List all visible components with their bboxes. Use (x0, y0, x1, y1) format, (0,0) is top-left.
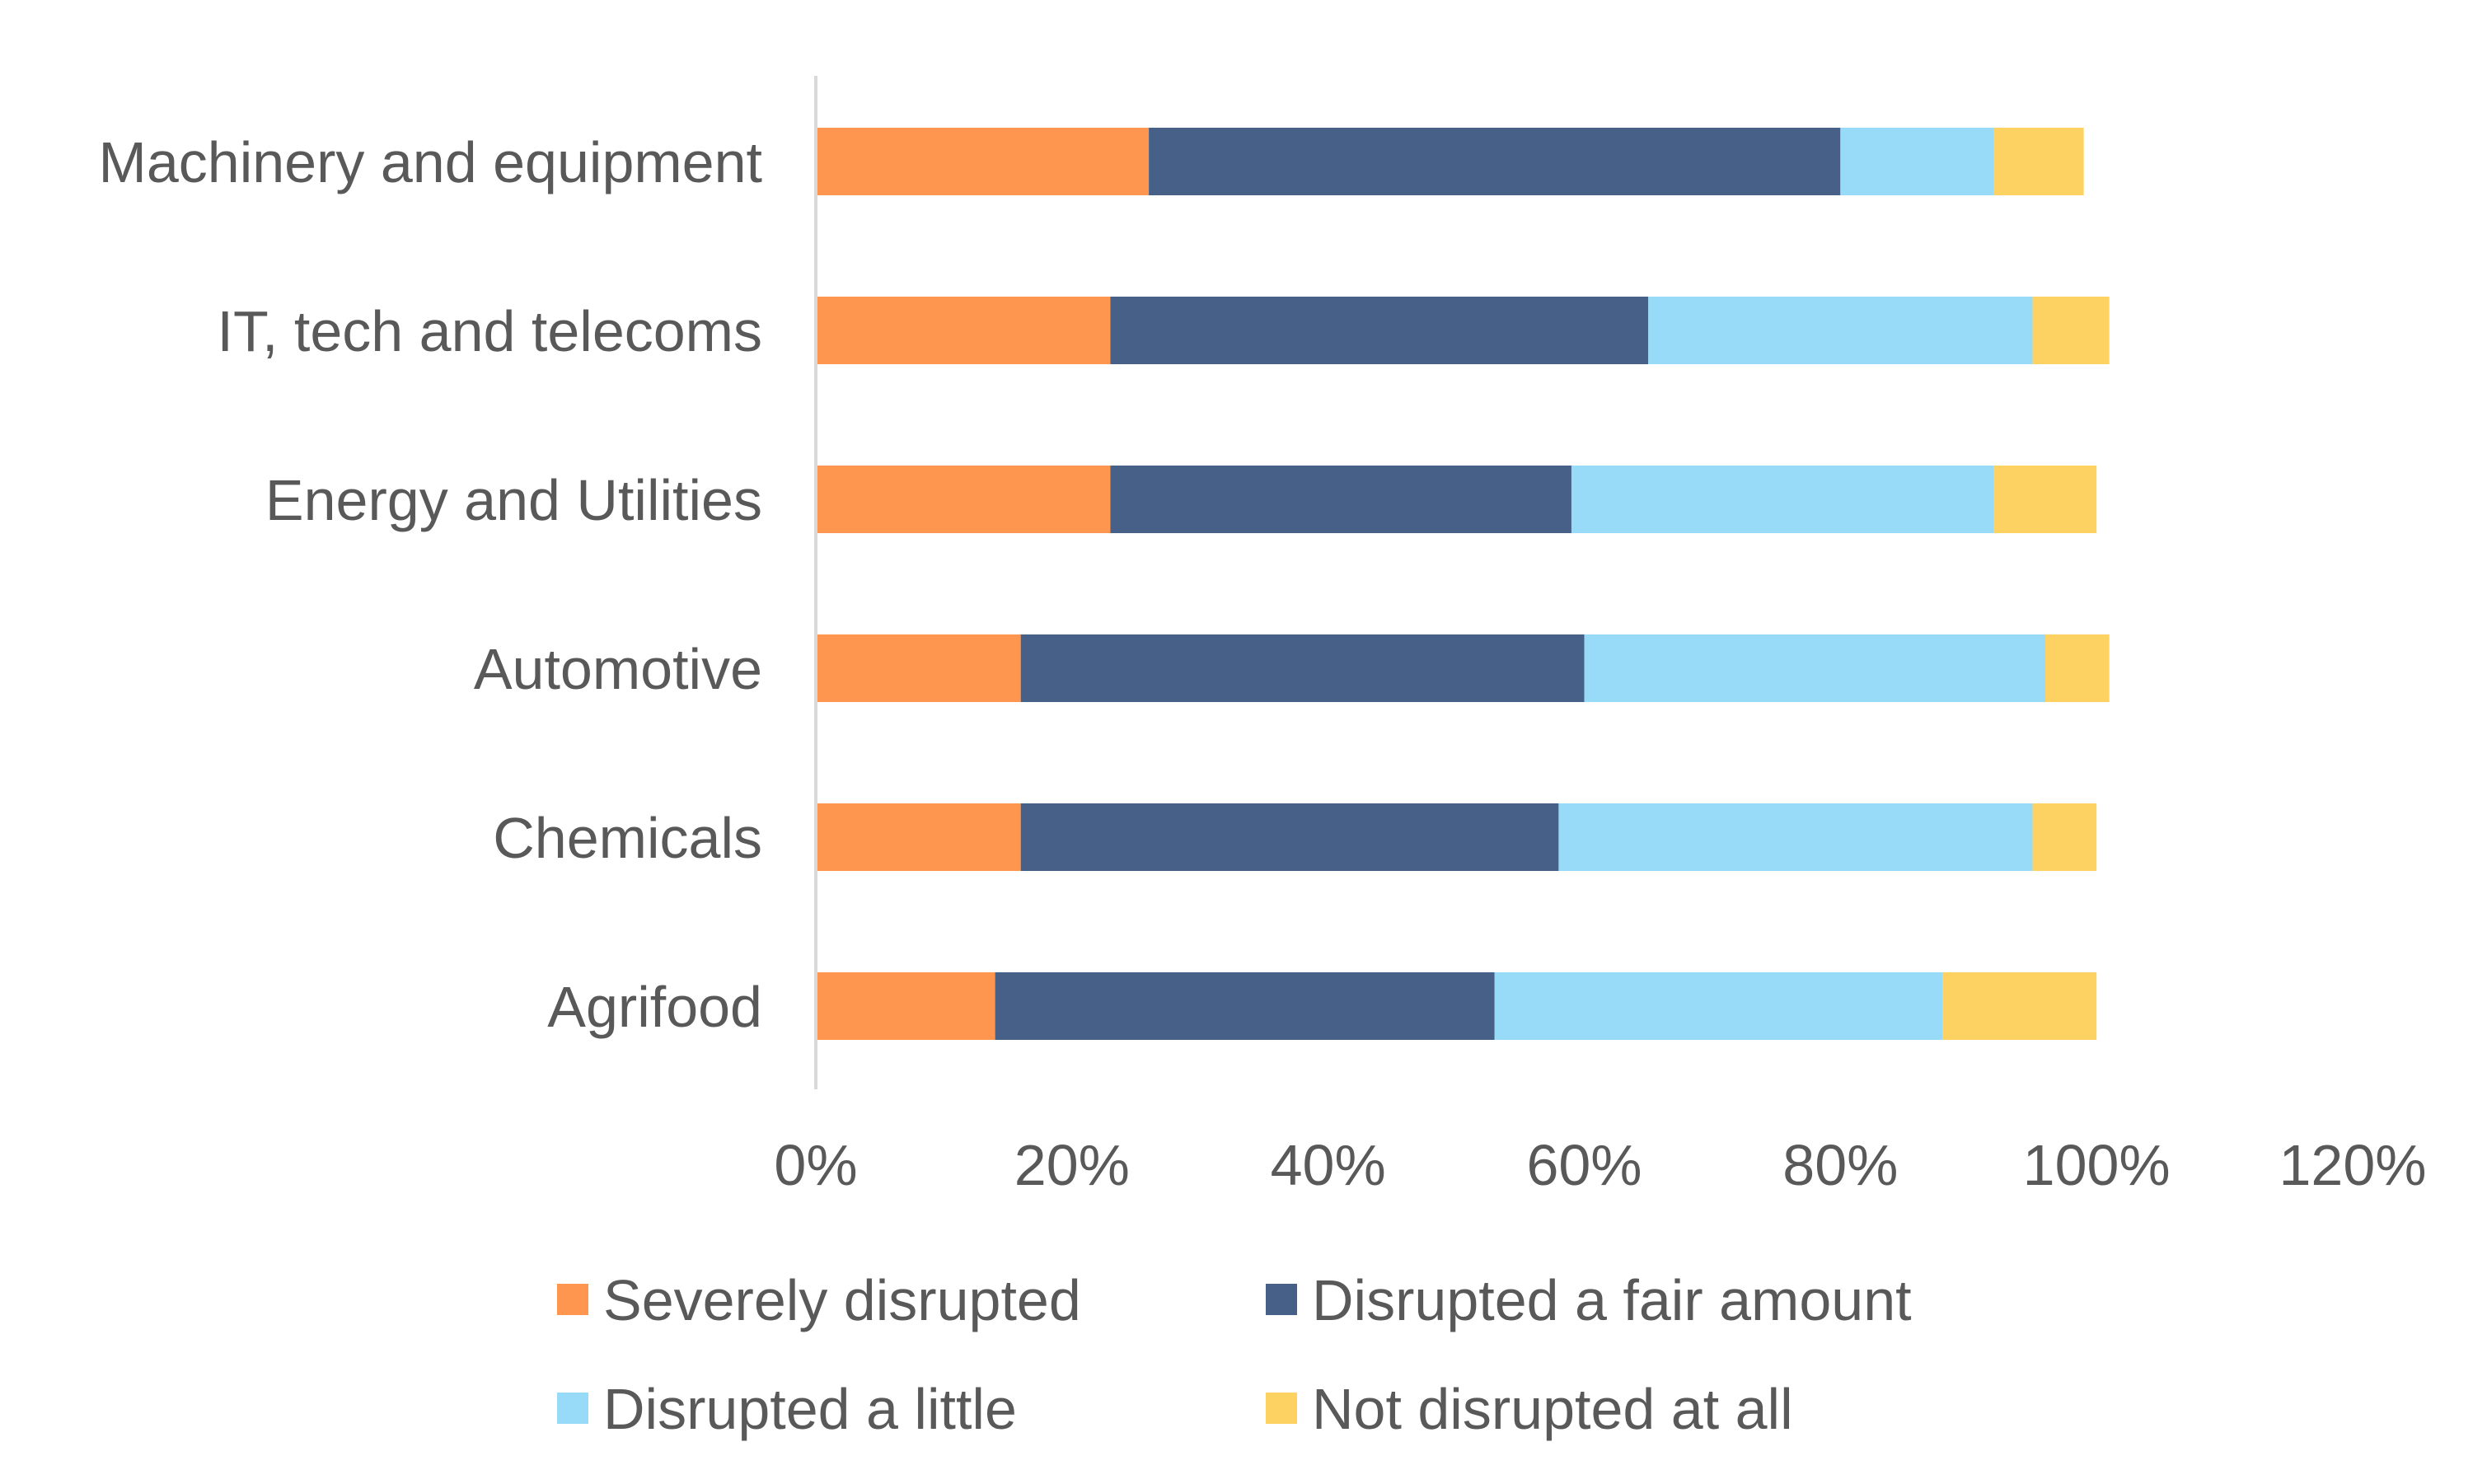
bar-chemicals-not-disrupted-at-all (2032, 803, 2097, 871)
x-tick-label: 60% (1526, 1133, 1642, 1197)
bars-group (816, 128, 2110, 1040)
bar-it-tech-and-telecoms-disrupted-a-little (1648, 297, 2033, 364)
legend-swatch-severely-disrupted (557, 1284, 588, 1315)
x-tick-label: 0% (774, 1133, 857, 1197)
legend-label-disrupted-a-little: Disrupted a little (603, 1377, 1017, 1441)
bar-automotive-disrupted-a-fair-amount (1020, 634, 1585, 702)
legend: Severely disrupted Disrupted a fair amoun… (557, 1268, 1912, 1441)
x-tick-label: 20% (1014, 1133, 1130, 1197)
bar-it-tech-and-telecoms-severely-disrupted (816, 297, 1111, 364)
bar-agrifood-disrupted-a-little (1494, 972, 1943, 1040)
x-tick-label: 40% (1271, 1133, 1386, 1197)
legend-swatch-disrupted-a-fair-amount (1266, 1284, 1297, 1315)
bar-agrifood-disrupted-a-fair-amount (995, 972, 1495, 1040)
category-label-machinery-and-equipment: Machinery and equipment (99, 130, 762, 194)
legend-swatch-disrupted-a-little (557, 1393, 588, 1424)
bar-energy-and-utilities-disrupted-a-little (1571, 466, 1994, 533)
x-tick-label: 100% (2023, 1133, 2171, 1197)
bar-automotive-not-disrupted-at-all (2045, 634, 2110, 702)
category-labels: Machinery and equipment IT, tech and tele… (99, 130, 762, 1039)
bar-automotive-severely-disrupted (816, 634, 1021, 702)
bar-it-tech-and-telecoms-not-disrupted-at-all (2032, 297, 2110, 364)
bar-energy-and-utilities-disrupted-a-fair-amount (1110, 466, 1571, 533)
bar-chemicals-disrupted-a-fair-amount (1020, 803, 1559, 871)
legend-label-disrupted-a-fair-amount: Disrupted a fair amount (1312, 1268, 1912, 1332)
bar-machinery-and-equipment-disrupted-a-fair-amount (1149, 128, 1841, 195)
category-label-agrifood: Agrifood (547, 975, 762, 1039)
bar-machinery-and-equipment-severely-disrupted (816, 128, 1150, 195)
legend-swatch-not-disrupted-at-all (1266, 1393, 1297, 1424)
bar-machinery-and-equipment-not-disrupted-at-all (1993, 128, 2084, 195)
x-axis-tick-labels: 0% 20% 40% 60% 80% 100% 120% (774, 1133, 2426, 1197)
bar-it-tech-and-telecoms-disrupted-a-fair-amount (1110, 297, 1649, 364)
legend-label-severely-disrupted: Severely disrupted (603, 1268, 1081, 1332)
bar-chemicals-disrupted-a-little (1558, 803, 2033, 871)
category-label-it-tech-and-telecoms: IT, tech and telecoms (218, 299, 762, 363)
category-label-automotive: Automotive (474, 637, 762, 701)
bar-energy-and-utilities-not-disrupted-at-all (1993, 466, 2097, 533)
bar-automotive-disrupted-a-little (1584, 634, 2045, 702)
category-label-energy-and-utilities: Energy and Utilities (265, 468, 762, 532)
category-label-chemicals: Chemicals (493, 806, 762, 870)
bar-machinery-and-equipment-disrupted-a-little (1840, 128, 1994, 195)
x-tick-label: 80% (1782, 1133, 1898, 1197)
bar-energy-and-utilities-severely-disrupted (816, 466, 1111, 533)
x-tick-label: 120% (2279, 1133, 2426, 1197)
bar-agrifood-not-disrupted-at-all (1942, 972, 2097, 1040)
bar-chemicals-severely-disrupted (816, 803, 1021, 871)
bar-agrifood-severely-disrupted (816, 972, 995, 1040)
legend-label-not-disrupted-at-all: Not disrupted at all (1312, 1377, 1793, 1441)
